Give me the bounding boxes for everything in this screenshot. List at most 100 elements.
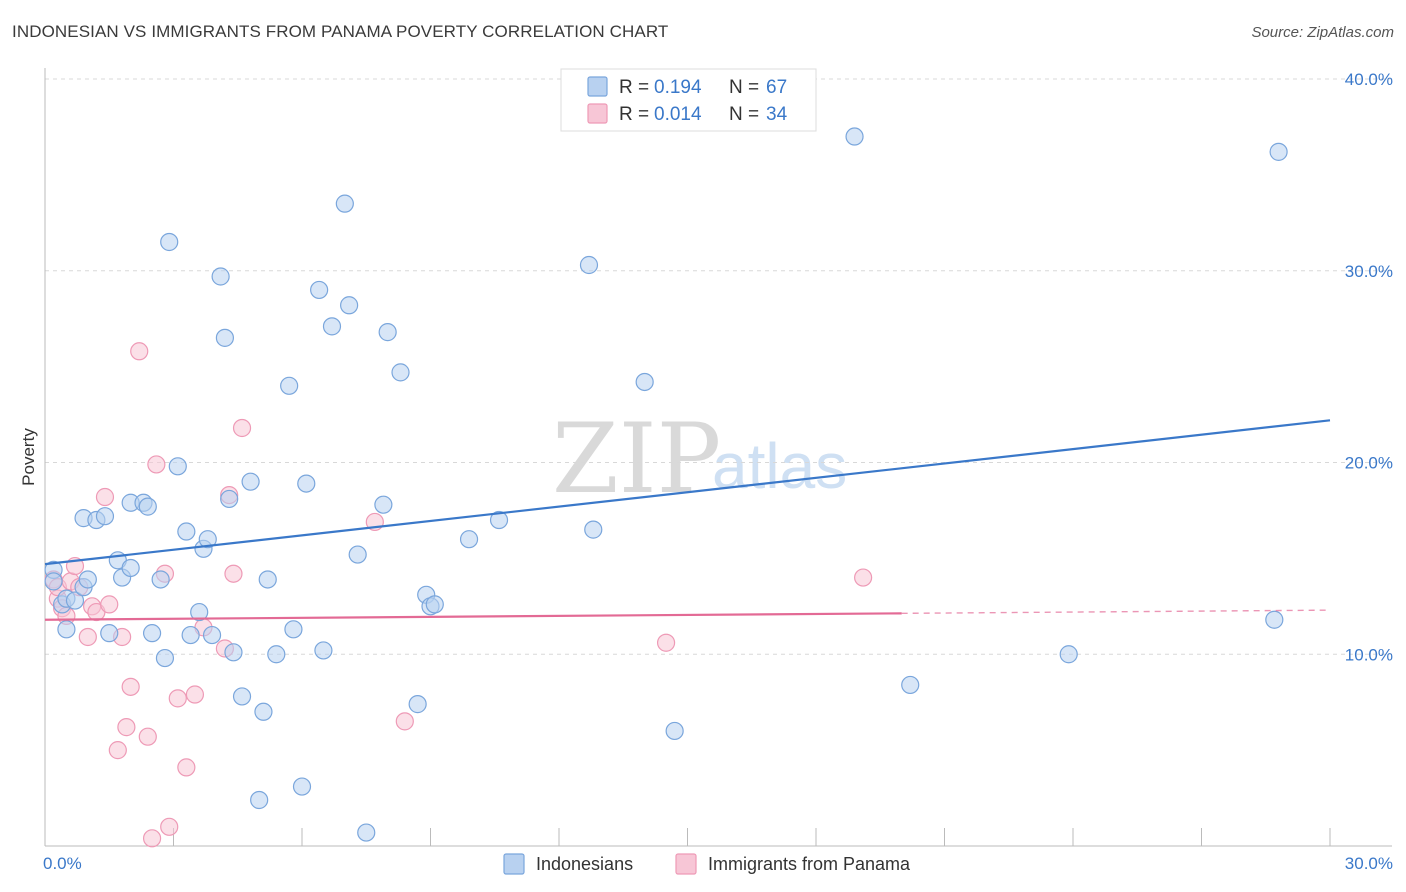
legend-r-label: R = <box>619 77 649 98</box>
point-panama <box>232 418 252 438</box>
legend-n-value: 67 <box>766 77 787 98</box>
trend-lines <box>44 419 1331 621</box>
point-indonesians <box>280 376 299 395</box>
point-indonesians <box>901 675 920 695</box>
point-indonesians <box>198 530 217 549</box>
point-indonesians <box>845 127 864 146</box>
point-indonesians <box>297 474 316 493</box>
legend-n-label: N = <box>729 104 759 125</box>
x-tick-labels: 0.0% 30.0% <box>43 854 1393 873</box>
point-panama <box>100 595 119 614</box>
point-indonesians <box>142 624 162 643</box>
point-indonesians <box>391 363 410 382</box>
point-indonesians <box>284 620 303 639</box>
point-panama <box>160 817 179 836</box>
point-panama <box>168 689 187 708</box>
point-indonesians <box>181 625 200 645</box>
legend-r-value: 0.194 <box>654 77 702 98</box>
trend-line-indonesians <box>44 419 1331 566</box>
point-indonesians <box>335 194 354 213</box>
point-indonesians <box>177 522 196 541</box>
point-indonesians <box>1265 610 1284 629</box>
watermark-zip: ZIP <box>552 403 721 515</box>
point-indonesians <box>357 823 376 842</box>
bottom-legend-swatch-indonesians <box>503 853 525 875</box>
point-indonesians <box>322 317 342 336</box>
point-indonesians <box>250 790 269 810</box>
point-indonesians <box>215 328 234 347</box>
point-indonesians <box>635 372 654 392</box>
point-indonesians <box>348 545 367 564</box>
point-indonesians <box>224 643 243 662</box>
point-indonesians <box>44 572 63 591</box>
point-panama <box>854 568 873 587</box>
point-indonesians <box>100 624 119 643</box>
point-panama <box>147 455 166 474</box>
legend-swatch-indonesians <box>587 76 608 97</box>
bottom-legend-swatch-panama <box>675 853 697 875</box>
point-panama <box>95 487 115 507</box>
trend-line-panama <box>44 612 902 621</box>
y-tick-label: 30.0% <box>1345 262 1393 281</box>
x-tick-label: 30.0% <box>1345 854 1393 873</box>
point-panama <box>142 829 162 848</box>
point-indonesians <box>408 695 427 714</box>
point-indonesians <box>378 323 397 342</box>
point-indonesians <box>314 641 333 660</box>
point-panama <box>108 741 127 760</box>
point-indonesians <box>579 255 599 275</box>
point-panama <box>656 633 676 652</box>
point-indonesians <box>459 530 479 549</box>
legend-r-value: 0.014 <box>654 104 702 125</box>
point-indonesians <box>121 558 140 578</box>
point-indonesians <box>340 296 359 315</box>
series-immigrants-from-panama <box>44 342 873 848</box>
point-indonesians <box>190 602 209 622</box>
point-indonesians <box>95 507 115 526</box>
point-indonesians <box>1059 645 1078 664</box>
point-panama <box>121 677 140 696</box>
point-indonesians <box>138 497 157 516</box>
point-indonesians <box>202 625 222 645</box>
point-panama <box>395 712 414 731</box>
point-indonesians <box>292 777 312 796</box>
legend-n-value: 34 <box>766 104 788 125</box>
watermark-atlas: atlas <box>712 430 847 502</box>
y-tick-label: 20.0% <box>1345 454 1393 473</box>
point-indonesians <box>310 280 329 300</box>
axes <box>44 68 1392 847</box>
point-panama <box>185 685 205 704</box>
point-indonesians <box>65 591 85 610</box>
point-indonesians <box>160 232 179 252</box>
point-indonesians <box>425 595 444 614</box>
x-tick-label: 0.0% <box>43 854 82 873</box>
point-indonesians <box>151 570 170 589</box>
point-indonesians <box>489 510 509 530</box>
source-credit: Source: ZipAtlas.com <box>1251 24 1394 41</box>
point-indonesians <box>1269 142 1288 161</box>
y-tick-label: 40.0% <box>1345 70 1393 89</box>
bottom-legend-label-panama: Immigrants from Panama <box>708 854 911 874</box>
legend-n-label: N = <box>729 77 759 98</box>
point-indonesians <box>258 570 277 589</box>
point-indonesians <box>584 520 603 539</box>
y-axis-title: Poverty <box>19 428 38 486</box>
bottom-legend: Indonesians Immigrants from Panama <box>503 853 911 875</box>
point-indonesians <box>374 495 393 514</box>
x-ticks <box>173 828 1331 846</box>
y-tick-label: 10.0% <box>1345 645 1393 664</box>
legend: R = 0.194 N = 67 R = 0.014 N = 34 <box>560 68 817 132</box>
point-panama <box>130 342 149 361</box>
series-indonesians <box>44 127 1288 842</box>
point-panama <box>177 758 196 777</box>
point-indonesians <box>57 620 76 639</box>
point-panama <box>138 727 157 746</box>
point-indonesians <box>267 645 286 664</box>
trend-line-panama-dashed <box>901 609 1331 615</box>
grid <box>45 78 1392 655</box>
point-panama <box>78 627 97 647</box>
y-tick-labels: 10.0% 20.0% 30.0% 40.0% <box>1345 70 1393 664</box>
legend-swatch-panama <box>587 103 608 124</box>
point-indonesians <box>211 267 230 286</box>
